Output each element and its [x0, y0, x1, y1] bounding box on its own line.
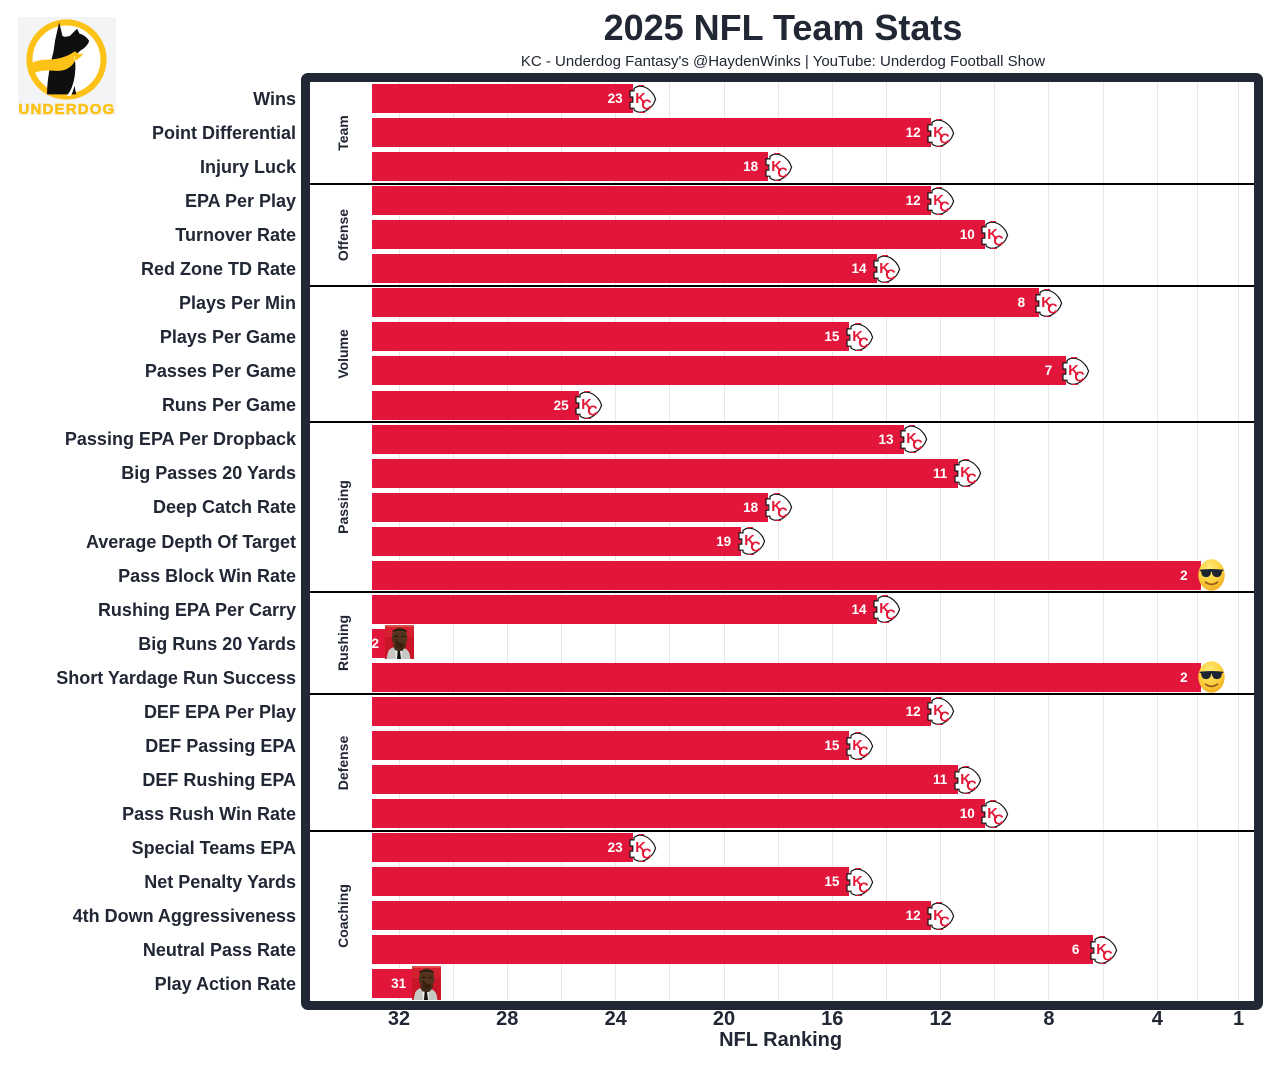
svg-text:C: C [1075, 369, 1086, 384]
svg-text:K: K [852, 329, 863, 345]
svg-text:K: K [933, 907, 944, 923]
svg-text:K: K [852, 737, 863, 753]
svg-text:C: C [939, 131, 950, 146]
svg-text:C: C [641, 97, 652, 112]
svg-text:C: C [966, 778, 977, 793]
svg-text:K: K [852, 873, 863, 889]
svg-text:C: C [966, 472, 977, 487]
svg-text:K: K [1069, 363, 1080, 379]
svg-text:C: C [587, 404, 598, 419]
svg-text:K: K [771, 158, 782, 174]
svg-text:K: K [581, 397, 592, 413]
svg-text:K: K [635, 90, 646, 106]
svg-text:C: C [885, 608, 896, 623]
svg-text:K: K [933, 192, 944, 208]
svg-text:K: K [879, 261, 890, 277]
svg-text:K: K [933, 124, 944, 140]
svg-text:K: K [744, 533, 755, 549]
svg-text:C: C [641, 846, 652, 861]
svg-text:C: C [858, 880, 869, 895]
svg-text:C: C [858, 744, 869, 759]
svg-text:K: K [960, 465, 971, 481]
svg-text:K: K [987, 226, 998, 242]
svg-text:C: C [885, 267, 896, 282]
svg-text:C: C [939, 710, 950, 725]
svg-text:C: C [1047, 301, 1058, 316]
svg-text:C: C [912, 438, 923, 453]
svg-text:K: K [960, 771, 971, 787]
svg-text:K: K [906, 431, 917, 447]
svg-text:K: K [987, 805, 998, 821]
svg-text:C: C [1102, 948, 1113, 963]
svg-text:K: K [1042, 295, 1053, 311]
svg-text:C: C [777, 165, 788, 180]
svg-text:C: C [993, 233, 1004, 248]
svg-text:K: K [1096, 942, 1107, 958]
svg-text:K: K [771, 499, 782, 515]
svg-text:C: C [993, 812, 1004, 827]
svg-text:C: C [939, 199, 950, 214]
svg-text:C: C [750, 540, 761, 555]
svg-text:K: K [879, 601, 890, 617]
svg-text:K: K [933, 703, 944, 719]
svg-text:C: C [939, 914, 950, 929]
svg-text:C: C [858, 335, 869, 350]
svg-text:K: K [635, 839, 646, 855]
svg-text:C: C [777, 506, 788, 521]
